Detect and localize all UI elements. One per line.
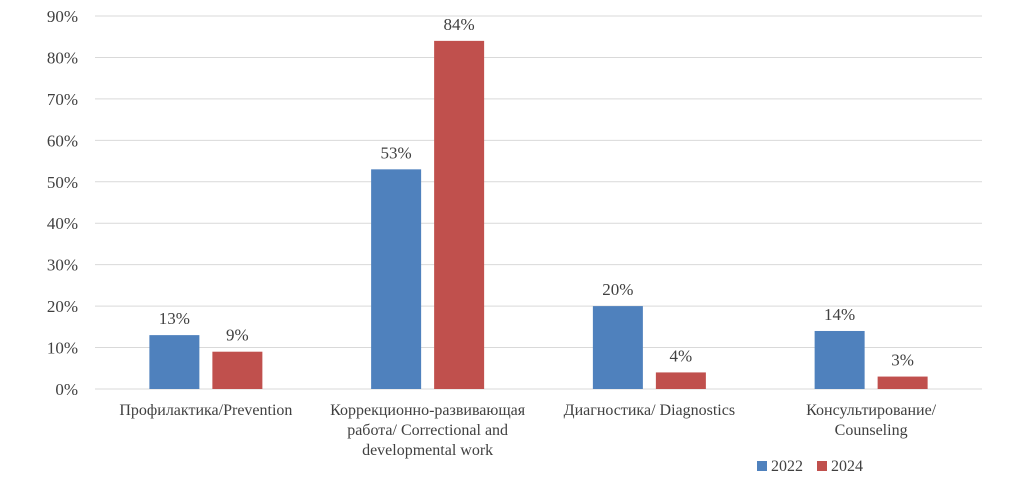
legend: 2022 2024 [757,458,863,475]
y-tick-label: 10% [47,339,78,358]
x-category-label: Профилактика/Prevention [119,402,292,419]
bar-2022-4 [814,330,865,389]
gridlines [95,15,982,390]
y-tick-label: 30% [47,256,78,275]
data-label: 53% [381,143,412,162]
x-category-label: Коррекционно-развивающая работа/ Correcti… [330,402,526,459]
bar-2022-2 [371,169,422,389]
y-tick-label: 80% [47,48,78,67]
y-tick-label: 60% [47,131,78,150]
y-axis-ticks: 0% 10% 20% 30% 40% 50% 60% 70% 80% 90% [47,7,78,399]
x-axis-categories: Профилактика/Prevention Коррекционно-разв… [119,402,936,459]
bar-2022-1 [149,335,200,389]
data-label: 4% [670,346,693,365]
bar-2024-3 [655,372,706,389]
data-label: 13% [159,309,190,328]
y-tick-label: 0% [55,380,78,399]
data-label: 20% [602,280,633,299]
x-category-label: Консультирование/Counseling [806,402,937,439]
bars [149,40,928,389]
y-tick-label: 40% [47,214,78,233]
legend-label: 2024 [831,458,863,475]
data-label: 14% [824,305,855,324]
legend-swatch [817,461,827,471]
y-tick-label: 20% [47,297,78,316]
legend-swatch [757,461,767,471]
data-label: 9% [226,326,249,345]
data-label: 84% [444,15,475,34]
legend-label: 2022 [771,458,803,475]
y-tick-label: 90% [47,7,78,26]
data-labels: 13% 9% 53% 84% 20% 4% 14% 3% [159,15,914,370]
x-category-label: Диагностика/ Diagnostics [564,402,735,419]
y-tick-label: 50% [47,173,78,192]
bar-2024-4 [877,376,928,389]
bar-2024-1 [212,351,263,389]
y-tick-label: 70% [47,90,78,109]
bar-2022-3 [592,306,643,389]
data-label: 3% [891,351,914,370]
bar-2024-2 [434,40,485,389]
